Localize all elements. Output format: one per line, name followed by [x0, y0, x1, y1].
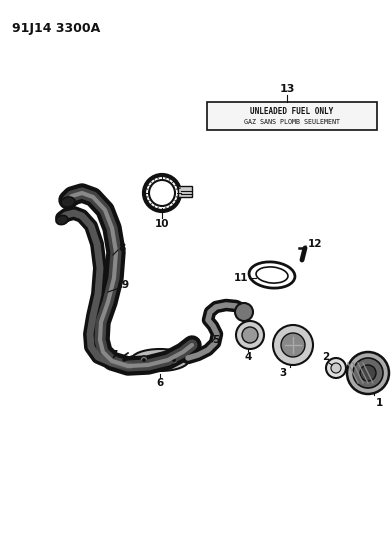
Text: 2: 2 — [322, 352, 330, 362]
Text: 8: 8 — [118, 243, 125, 253]
Circle shape — [235, 303, 253, 321]
Text: GAZ SANS PLOMB SEULEMENT: GAZ SANS PLOMB SEULEMENT — [244, 119, 340, 125]
Text: 12: 12 — [308, 239, 323, 249]
Text: 4: 4 — [244, 352, 252, 362]
Circle shape — [143, 359, 145, 361]
Circle shape — [236, 321, 264, 349]
Circle shape — [331, 363, 341, 373]
Text: 6: 6 — [156, 378, 163, 388]
Text: 5: 5 — [212, 335, 219, 345]
Text: 1: 1 — [376, 398, 383, 408]
Circle shape — [242, 327, 258, 343]
Circle shape — [347, 352, 389, 394]
Text: 9: 9 — [122, 280, 129, 290]
Circle shape — [170, 356, 178, 364]
Text: UNLEADED FUEL ONLY: UNLEADED FUEL ONLY — [250, 108, 334, 117]
Circle shape — [281, 333, 305, 357]
Circle shape — [360, 365, 376, 381]
Circle shape — [326, 358, 346, 378]
Ellipse shape — [131, 349, 189, 371]
Bar — [178, 186, 192, 197]
Circle shape — [140, 356, 148, 364]
Text: 10: 10 — [155, 219, 169, 229]
Ellipse shape — [61, 197, 75, 207]
Bar — [207, 102, 377, 130]
Ellipse shape — [56, 215, 68, 224]
Text: 11: 11 — [234, 273, 248, 283]
Circle shape — [353, 358, 383, 388]
Text: 91J14 3300A: 91J14 3300A — [12, 22, 100, 35]
Circle shape — [172, 359, 176, 361]
Circle shape — [273, 325, 313, 365]
Text: 13: 13 — [279, 84, 295, 94]
Text: 7: 7 — [110, 350, 118, 360]
Text: 3: 3 — [279, 368, 287, 378]
